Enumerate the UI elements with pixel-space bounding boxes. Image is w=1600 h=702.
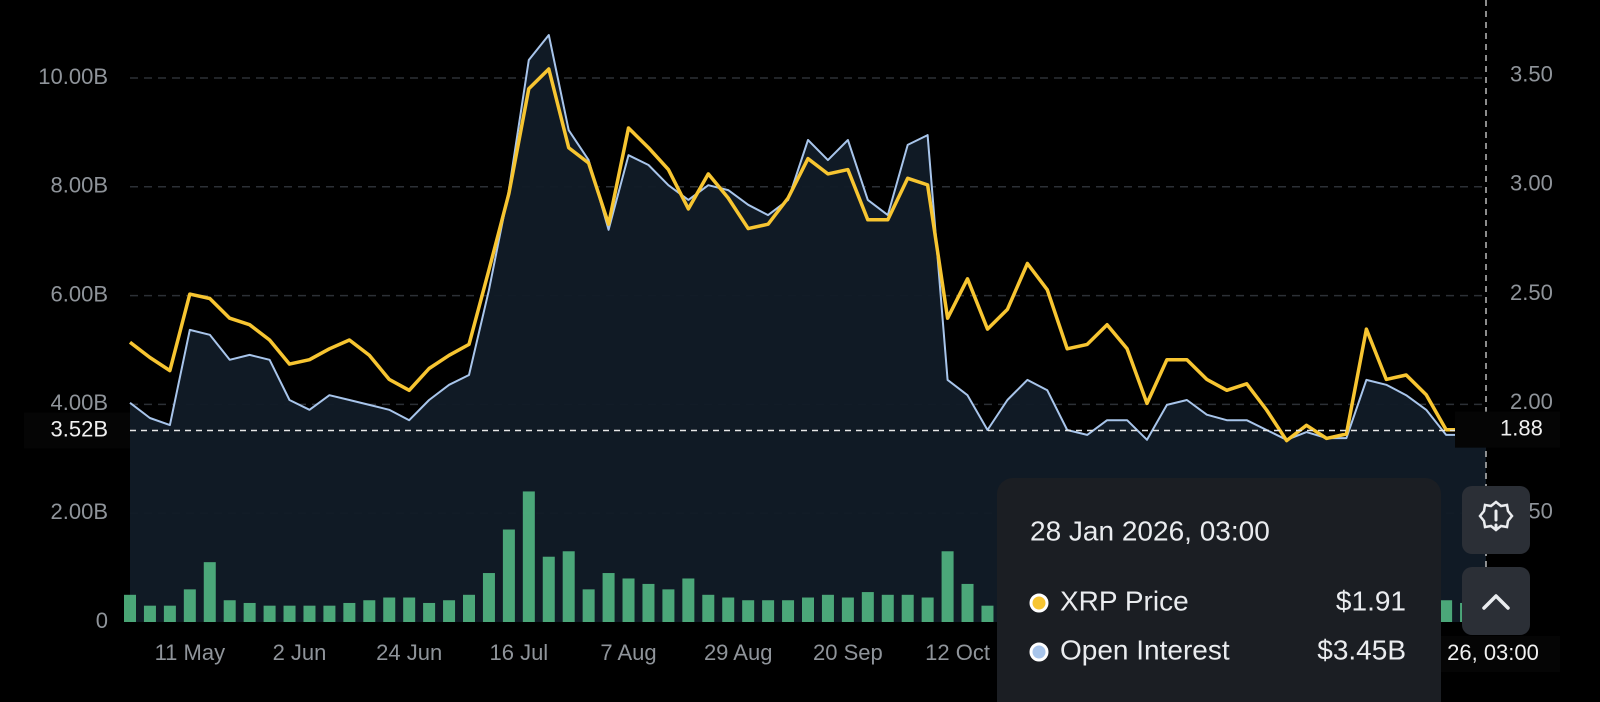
tooltip-name: XRP Price [1060, 585, 1189, 616]
x-tick-label: 29 Aug [704, 640, 773, 665]
volume-bar [323, 605, 336, 622]
volume-bar [921, 597, 934, 622]
volume-bar [802, 597, 814, 622]
y-tick-label: 2.00B [51, 499, 109, 524]
area-layer [130, 35, 1486, 622]
axis-layer: 02.00B4.00B6.00B8.00B10.00B1.502.002.503… [38, 61, 1553, 664]
volume-bar [881, 594, 894, 622]
x-tick-label: 7 Aug [600, 640, 656, 665]
volume-bar [542, 556, 555, 622]
volume-bar [722, 597, 735, 622]
scroll-up-bg[interactable] [1462, 567, 1530, 635]
volume-bar [642, 583, 655, 622]
y-tick-label: 10.00B [38, 64, 108, 89]
x-tick-label: 20 Sep [813, 640, 883, 665]
tooltip: 28 Jan 2026, 03:00 XRP Price $1.91 Open … [997, 478, 1441, 702]
volume-bar [622, 578, 635, 622]
crosshair-y-box [24, 412, 130, 449]
volume-bar [124, 594, 136, 622]
tooltip-dot [1029, 593, 1049, 613]
volume-bar [582, 589, 595, 622]
volume-bar [562, 551, 575, 622]
volume-bar [841, 597, 854, 622]
y-tick-label: 4.00B [51, 390, 109, 415]
y2-tick-label: 3.00 [1510, 171, 1553, 196]
volume-bar [662, 589, 675, 622]
y-tick-label: 0 [96, 608, 108, 633]
volume-bar [782, 600, 795, 622]
volume-bar [383, 597, 396, 622]
crosshair-y-label: 3.52B [51, 416, 109, 441]
tooltip-value: $1.91 [1336, 585, 1406, 616]
volume-bar [403, 597, 416, 622]
volume-bar [742, 600, 755, 622]
crosshair-x-box [1438, 636, 1560, 672]
x-tick-label: 12 Oct [925, 640, 990, 665]
crosshair-x-label: 26, 03:00 [1447, 640, 1539, 665]
crosshair-y2-label: 1.88 [1500, 415, 1543, 440]
y2-tick-label: 2.50 [1510, 280, 1553, 305]
volume-bar [163, 605, 176, 622]
volume-bar [303, 605, 316, 622]
volume-bar [203, 562, 216, 622]
alert-icon [1478, 500, 1514, 532]
volume-bar [821, 594, 834, 622]
tooltip-name: Open Interest [1060, 634, 1230, 665]
volume-bar [443, 600, 456, 622]
volume-bar [243, 602, 256, 622]
volume-bar [981, 605, 994, 622]
volume-bar [961, 583, 974, 622]
volume-bar [502, 529, 515, 622]
crosshair-layer: 3.52B 1.88 26, 03:00 [24, 0, 1560, 672]
chevron-up [1482, 594, 1510, 610]
alert-button[interactable] [1462, 486, 1530, 554]
scroll-up-button[interactable] [1462, 567, 1530, 635]
tooltip-value: $3.45B [1317, 634, 1406, 665]
tooltip-title: 28 Jan 2026, 03:00 [1030, 515, 1270, 546]
tooltip-dot [1029, 642, 1049, 662]
volume-bar [343, 602, 356, 622]
volume-bar [223, 600, 236, 622]
volume-bar [183, 589, 196, 622]
open-interest-area [130, 35, 1486, 622]
x-tick-label: 24 Jun [376, 640, 442, 665]
y2-tick-label: 3.50 [1510, 61, 1553, 86]
volume-bar [861, 592, 874, 622]
volume-bar [482, 573, 495, 622]
x-tick-label: 11 May [155, 640, 226, 665]
tooltip-box [997, 478, 1441, 702]
volume-bar [263, 605, 276, 622]
volume-bar [283, 605, 296, 622]
line-layer [128, 34, 1487, 443]
x-tick-label: 2 Jun [273, 640, 327, 665]
volume-bar [762, 600, 775, 622]
crosshair-y2-box [1455, 411, 1560, 448]
volume-bar [522, 491, 535, 622]
volume-bar [702, 594, 715, 622]
volume-bar [143, 605, 156, 622]
x-tick-label: 16 Jul [489, 640, 548, 665]
volume-bar [602, 573, 615, 622]
volume-bar [1440, 600, 1453, 622]
volume-bar [941, 551, 954, 622]
volume-bar [682, 578, 695, 622]
series-line [128, 67, 1487, 443]
y-tick-label: 6.00B [51, 281, 109, 306]
volume-bar [423, 602, 436, 622]
y2-tick-label: 2.00 [1510, 389, 1553, 414]
volume-bar [901, 594, 914, 622]
volume-bar [363, 600, 376, 622]
series-line [129, 34, 1487, 441]
y-tick-label: 8.00B [51, 173, 109, 198]
volume-bar [463, 594, 475, 622]
